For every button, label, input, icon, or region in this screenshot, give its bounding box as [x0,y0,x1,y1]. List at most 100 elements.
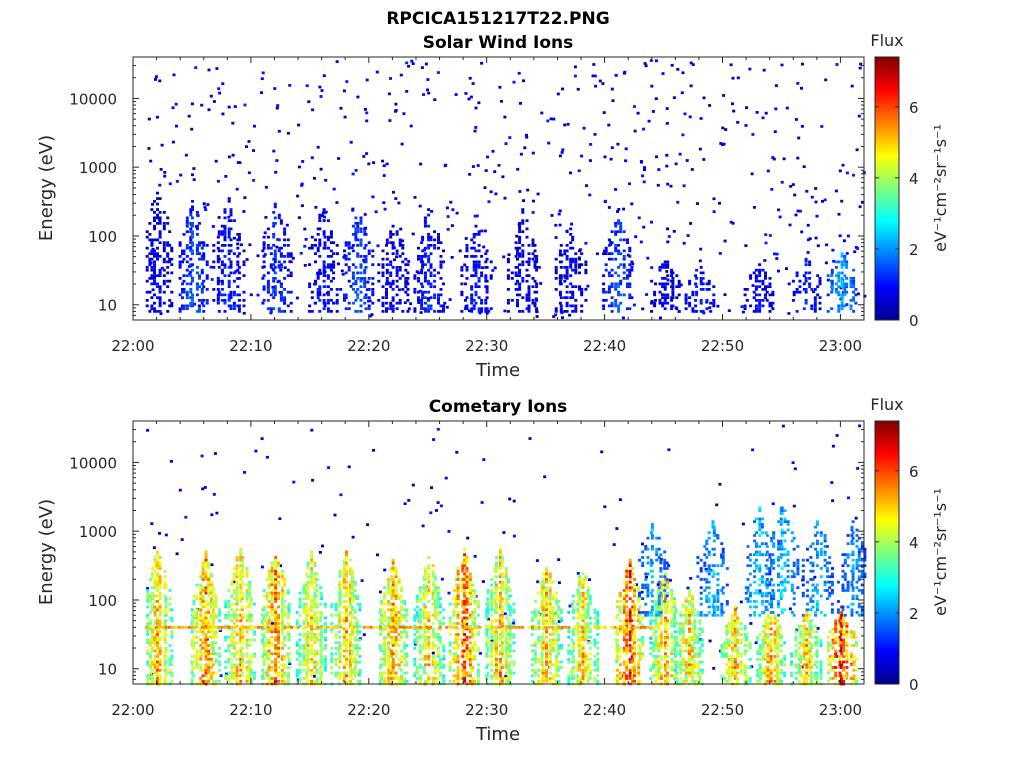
flux-cell [267,586,271,590]
flux-cell [518,282,522,286]
flux-cell [273,285,277,289]
flux-cell [465,627,469,631]
flux-cell [289,255,293,258]
flux-cell [162,290,166,294]
flux-cell [198,252,201,256]
flux-cell [436,619,440,623]
flux-cell [764,241,768,245]
flux-cell [235,564,239,568]
flux-cell [461,649,465,653]
flux-cell [286,591,290,595]
flux-cell [471,677,475,680]
flux-cell [302,597,306,601]
flux-cell [353,580,357,584]
flux-cell [630,296,634,300]
flux-cell [694,299,698,302]
flux-cell [195,630,199,634]
flux-cell [391,224,395,228]
flux-cell [472,263,476,267]
flux-cell [166,279,170,283]
flux-cell [235,589,239,592]
flux-cell [465,608,469,612]
y-tick-label: 10 [98,297,117,315]
flux-cell [418,622,422,625]
flux-cell [298,633,302,636]
flux-cell [380,600,384,603]
flux-cell [378,679,382,683]
flux-cell [461,668,465,672]
flux-cell [367,288,371,291]
flux-cell [617,290,621,294]
flux-cell [253,652,256,656]
flux-cell [563,274,567,278]
flux-cell [342,619,346,623]
flux-cell [323,627,327,631]
flux-cell [802,274,806,278]
flux-cell [217,87,221,91]
flux-cell [189,235,193,239]
flux-cell [306,652,310,656]
flux-cell [465,255,469,258]
flux-cell [288,84,292,87]
flux-cell [686,586,690,590]
flux-cell [656,183,660,187]
flux-cell [427,260,431,264]
flux-cell [514,255,518,258]
flux-cell [554,223,558,227]
flux-cell [286,671,290,675]
flux-cell [633,105,636,108]
flux-cell [214,630,218,634]
flux-cell [456,668,460,672]
flux-cell [338,586,342,590]
flux-cell [158,649,162,653]
flux-cell [277,310,281,313]
flux-cell [400,674,403,678]
flux-cell [768,304,772,308]
flux-cell [191,268,194,272]
flux-cell [400,613,403,617]
flux-cell [556,92,560,96]
flux-cell [653,301,657,305]
flux-cell [709,301,713,305]
flux-cell [342,567,346,570]
flux-cell [274,591,278,595]
flux-cell [195,285,199,289]
flux-cell [391,583,395,587]
flux-cell [201,633,205,636]
flux-cell [274,616,278,620]
flux-cell [204,556,208,559]
flux-cell [209,602,213,606]
flux-cell [174,102,178,106]
flux-cell [207,580,211,584]
flux-cell [240,630,244,634]
flux-cell [745,299,749,302]
flux-cell [463,668,467,672]
flux-cell [397,578,401,581]
flux-cell [190,622,194,625]
flux-cell [558,293,562,297]
flux-cell [439,288,443,291]
flux-cell [156,255,159,258]
flux-cell [158,304,162,308]
flux-cell [204,652,208,656]
flux-cell [232,591,236,595]
flux-cell [785,106,789,110]
flux-cell [308,282,312,286]
flux-cell [394,594,398,598]
flux-cell [232,578,236,581]
flux-cell [237,252,241,256]
flux-cell [313,627,317,631]
flux-cell [464,282,467,286]
flux-cell [190,613,194,617]
flux-cell [452,602,456,606]
flux-cell [506,260,510,264]
flux-cell [363,277,367,280]
flux-cell [201,630,205,634]
flux-cell [791,183,795,186]
flux-cell [306,630,310,634]
flux-cell [405,679,409,683]
flux-cell [421,238,425,242]
flux-cell [470,301,474,305]
flux-cell [805,189,809,193]
flux-cell [315,652,319,656]
